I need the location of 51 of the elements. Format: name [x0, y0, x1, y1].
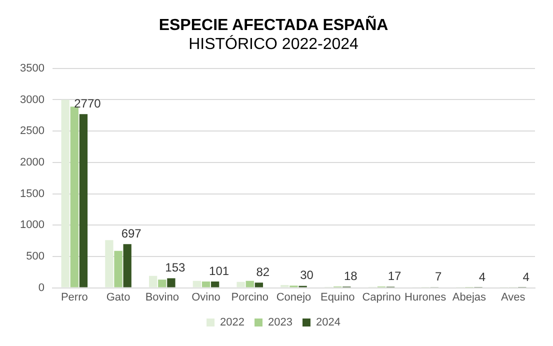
legend-label: 2024: [316, 316, 340, 329]
bar: [70, 106, 78, 288]
bar: [158, 280, 166, 288]
y-tick-label: 1500: [20, 188, 44, 200]
y-tick-label: 0: [38, 282, 44, 294]
data-label: 82: [256, 264, 270, 279]
legend-label: 2023: [268, 316, 292, 329]
y-tick-label: 2000: [20, 156, 44, 168]
x-tick-label: Gato: [106, 291, 130, 304]
x-tick-label: Aves: [500, 291, 526, 304]
x-tick-label: Bovino: [145, 291, 179, 304]
chart-title: ESPECIE AFECTADA ESPAÑA: [158, 15, 389, 34]
x-tick-label: Ovino: [192, 291, 220, 304]
x-tick-label: Equino: [320, 291, 355, 304]
data-label: 2770: [74, 96, 102, 110]
y-tick-label: 500: [26, 250, 44, 262]
bar: [254, 282, 264, 288]
x-tick-label: Porcino: [231, 291, 269, 304]
y-tick-label: 1000: [20, 219, 44, 232]
data-label: 30: [300, 268, 314, 282]
data-label: 153: [165, 260, 186, 275]
x-tick-label: Abejas: [452, 291, 487, 304]
y-tick-label: 3000: [20, 94, 44, 106]
legend-label: 2022: [220, 316, 245, 329]
bar: [61, 100, 70, 288]
bar: [105, 240, 114, 288]
y-tick-label: 2500: [20, 125, 44, 138]
x-tick-label: Conejo: [276, 291, 312, 304]
bar: [210, 281, 220, 288]
bar: [236, 282, 245, 288]
bar: [79, 114, 88, 288]
bar: [167, 278, 176, 288]
data-label: 4: [522, 270, 530, 284]
bar: [123, 244, 132, 288]
data-label: 4: [478, 270, 486, 284]
bar: [280, 284, 289, 288]
data-label: 101: [209, 264, 230, 278]
data-label: 697: [121, 226, 142, 240]
x-tick-label: Perro: [60, 291, 88, 304]
bar: [148, 276, 158, 288]
bar: [192, 280, 202, 288]
data-label: 17: [388, 269, 402, 284]
x-tick-label: Hurones: [404, 291, 447, 304]
chart-subtitle: HISTÓRICO 2022-2024: [188, 35, 359, 54]
bar: [202, 282, 210, 288]
x-tick-label: Caprino: [362, 291, 401, 304]
bar: [246, 280, 254, 288]
data-label: 18: [344, 268, 358, 283]
y-tick-label: 3500: [20, 62, 44, 74]
data-label: 7: [435, 270, 442, 284]
bar: [114, 250, 122, 288]
